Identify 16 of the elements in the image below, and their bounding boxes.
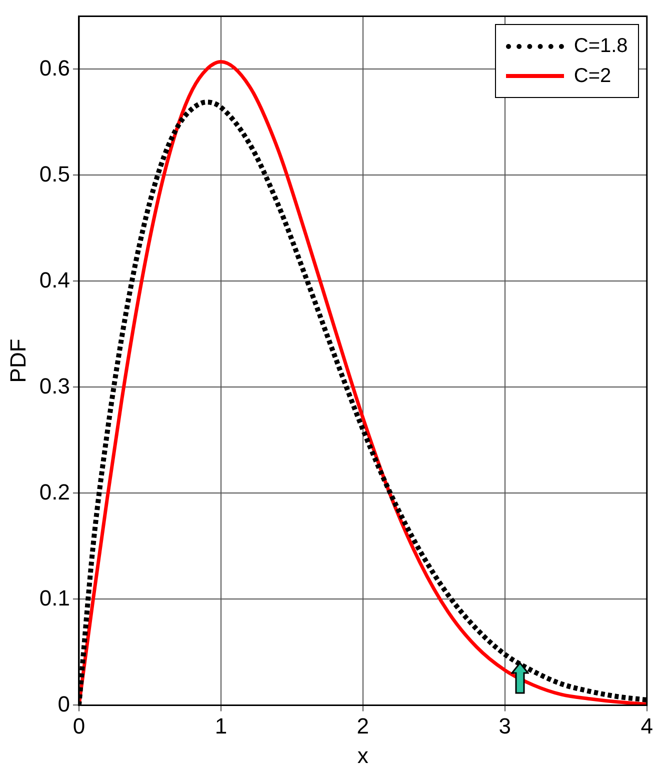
y-axis-title: PDF [5,338,30,383]
y-tick-label: 0.1 [39,585,70,610]
x-tick-label: 3 [498,713,512,738]
x-tick-label: 4 [640,713,654,738]
y-tick-label: 0.4 [39,267,70,292]
y-tick-label: 0.2 [39,479,70,504]
y-tick-label: 0.6 [39,55,70,80]
y-tick-label: 0 [58,691,70,716]
y-tick-label: 0.5 [39,161,70,186]
legend-label: C=2 [574,64,612,88]
x-axis-title: x [357,742,368,768]
x-tick-label: 1 [214,713,228,738]
x-tick-label: 0 [72,713,86,738]
legend-label: C=1.8 [574,34,628,58]
x-tick-label: 2 [356,713,370,738]
y-tick-label: 0.3 [39,373,70,398]
